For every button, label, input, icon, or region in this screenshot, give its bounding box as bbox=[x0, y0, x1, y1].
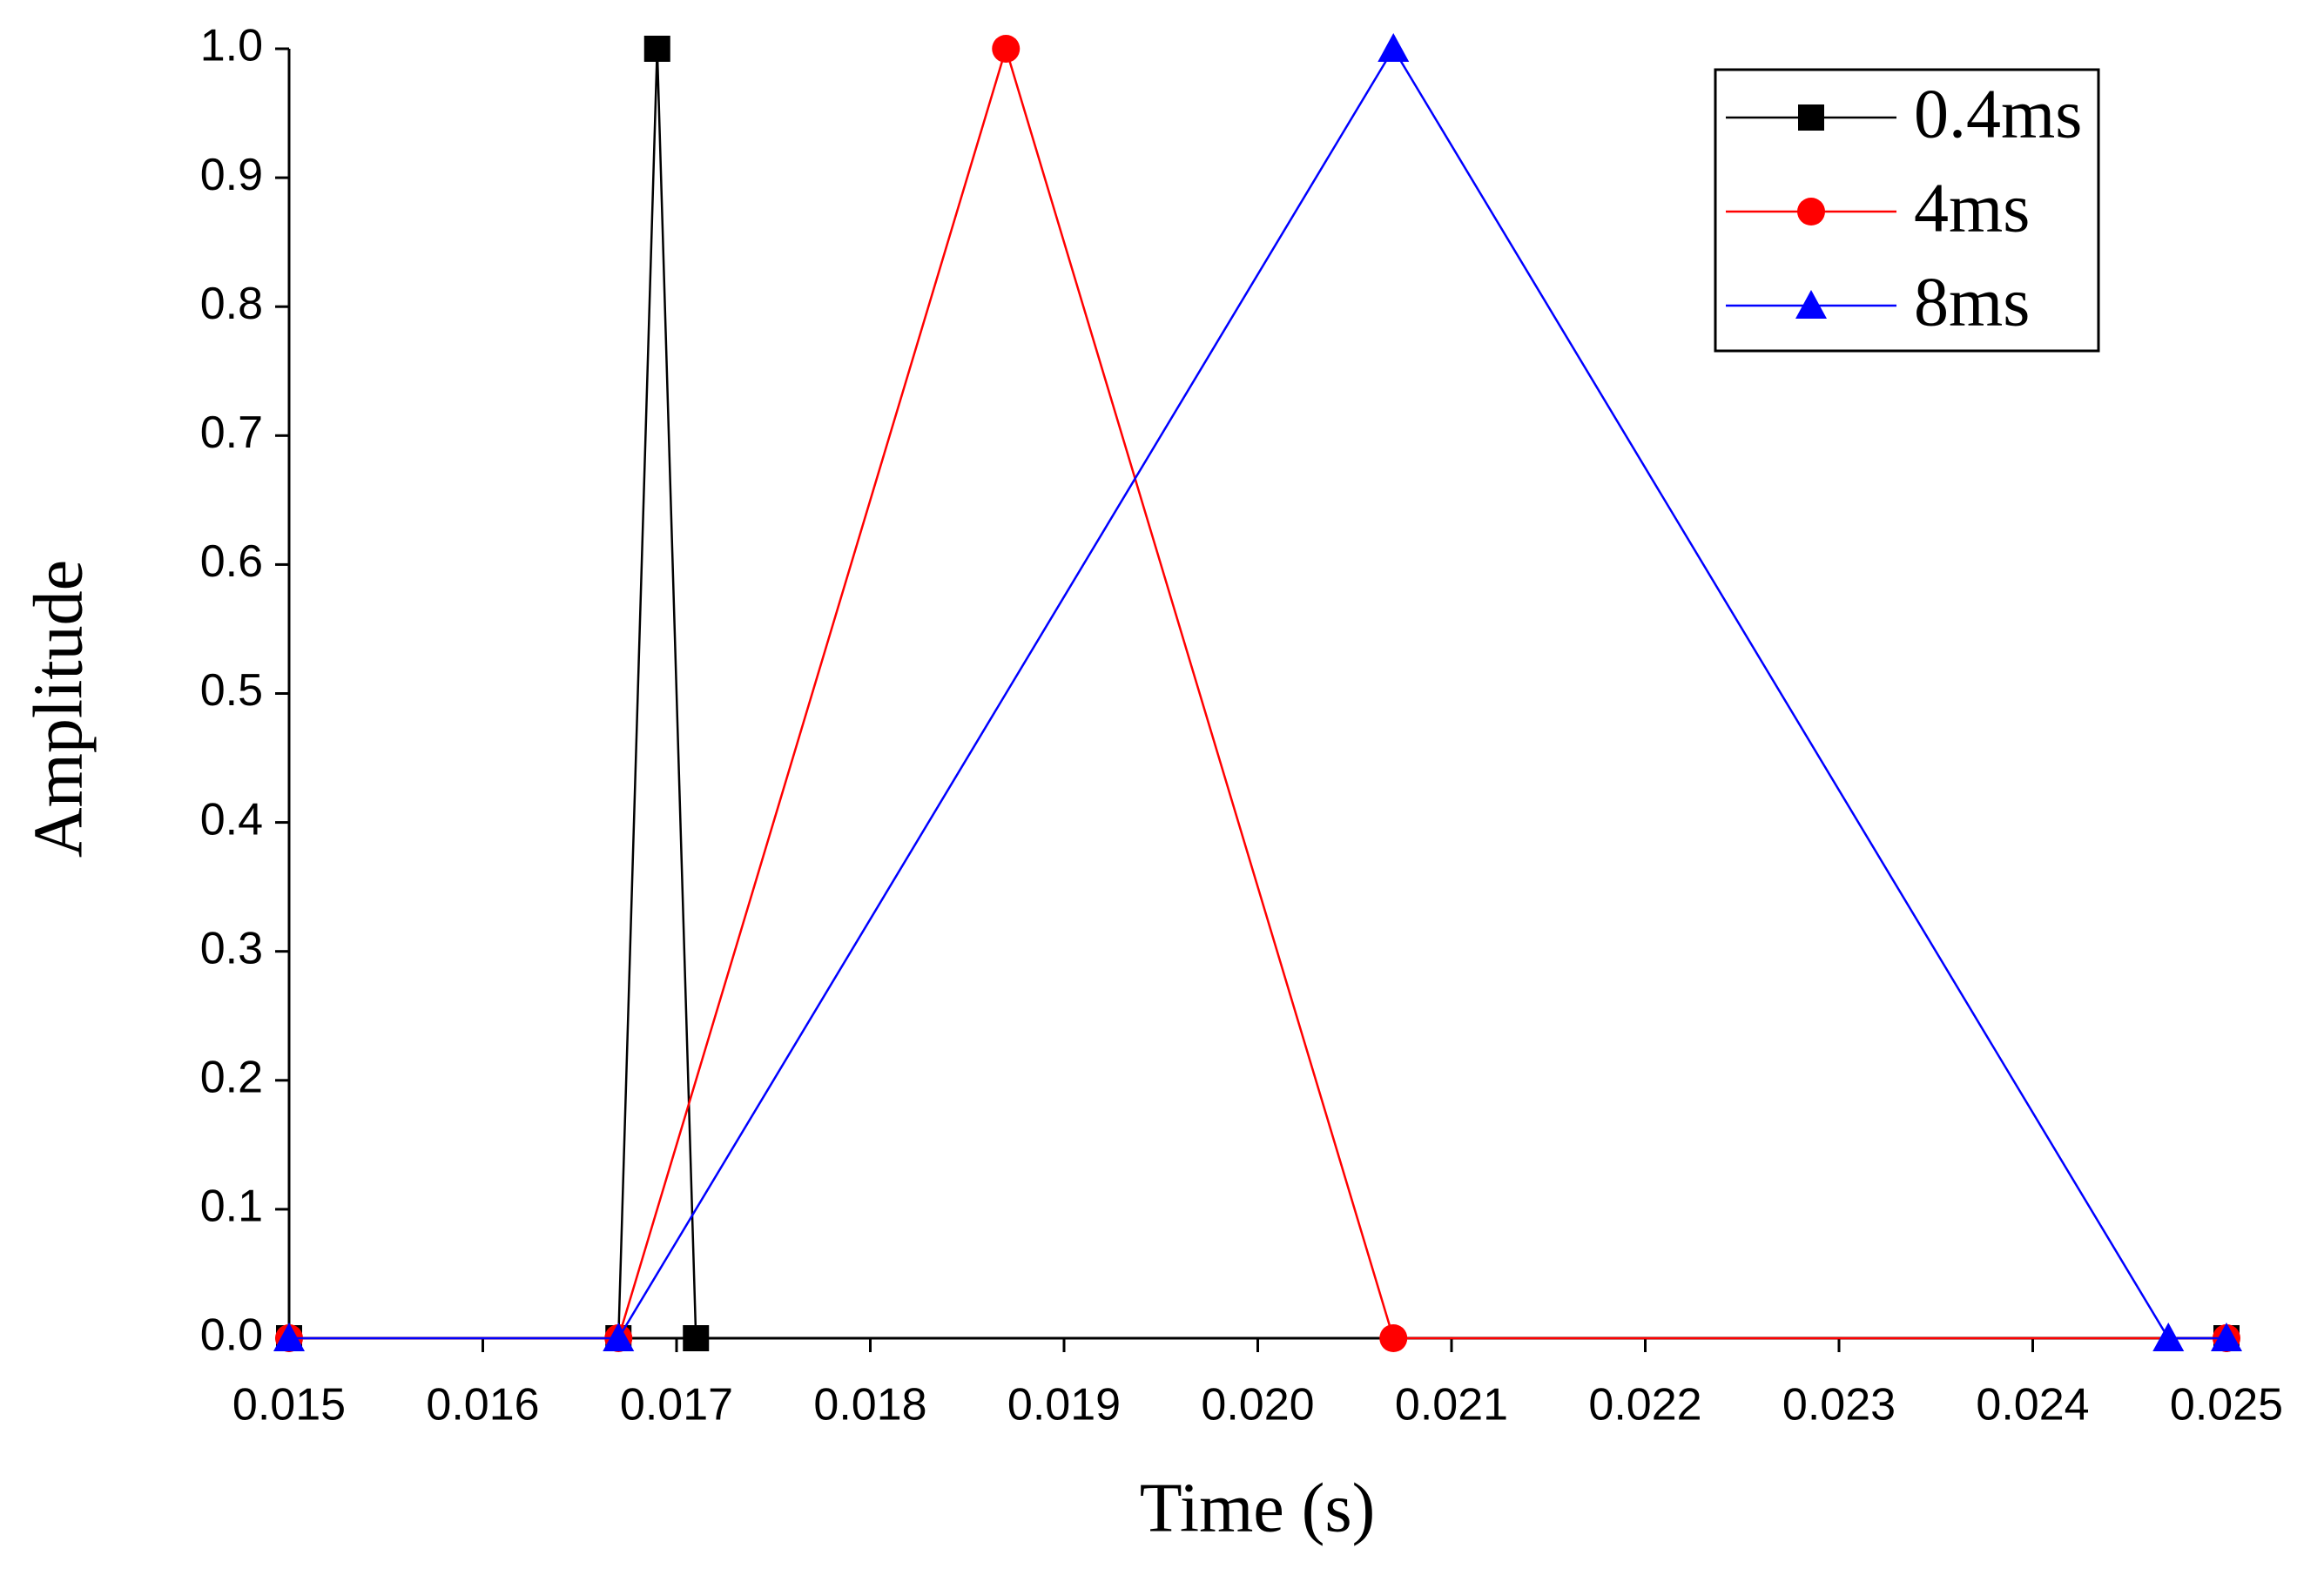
marker bbox=[273, 1323, 305, 1351]
y-axis-title: Amplitude bbox=[20, 560, 97, 858]
x-tick-label: 0.021 bbox=[1395, 1380, 1508, 1431]
x-tick-label: 0.016 bbox=[426, 1380, 539, 1431]
x-tick-label: 0.015 bbox=[232, 1380, 346, 1431]
legend-label: 0.4ms bbox=[1914, 76, 2082, 152]
marker bbox=[1798, 104, 1824, 131]
marker bbox=[992, 35, 1021, 63]
x-tick-label: 0.023 bbox=[1782, 1380, 1896, 1431]
marker bbox=[683, 1325, 710, 1351]
marker bbox=[2152, 1323, 2185, 1351]
x-tick-label: 0.017 bbox=[620, 1380, 733, 1431]
y-tick-label: 0.6 bbox=[200, 536, 263, 587]
y-tick-label: 1.0 bbox=[200, 21, 263, 71]
marker bbox=[2211, 1323, 2242, 1351]
marker bbox=[1797, 198, 1825, 226]
marker bbox=[1378, 33, 1410, 62]
y-tick-label: 0.1 bbox=[200, 1181, 263, 1232]
y-tick-label: 0.5 bbox=[200, 665, 263, 716]
y-tick-label: 0.2 bbox=[200, 1053, 263, 1103]
x-tick-label: 0.018 bbox=[813, 1380, 926, 1431]
y-tick-label: 0.3 bbox=[200, 923, 263, 973]
marker bbox=[1379, 1324, 1408, 1352]
x-tick-label: 0.022 bbox=[1588, 1380, 1701, 1431]
y-tick-label: 0.7 bbox=[200, 407, 263, 458]
y-tick-label: 0.9 bbox=[200, 150, 263, 200]
legend-label: 8ms bbox=[1914, 264, 2030, 340]
legend-label: 4ms bbox=[1914, 170, 2030, 246]
x-axis-title: Time (s) bbox=[1140, 1470, 1375, 1546]
x-tick-label: 0.025 bbox=[2170, 1380, 2283, 1431]
y-tick-label: 0.0 bbox=[200, 1310, 263, 1361]
marker bbox=[643, 36, 670, 62]
marker bbox=[603, 1323, 635, 1351]
y-tick-label: 0.8 bbox=[200, 279, 263, 329]
x-tick-label: 0.019 bbox=[1007, 1380, 1121, 1431]
x-tick-label: 0.024 bbox=[1976, 1380, 2089, 1431]
marker bbox=[1795, 290, 1827, 319]
x-tick-label: 0.020 bbox=[1201, 1380, 1314, 1431]
y-tick-label: 0.4 bbox=[200, 794, 263, 845]
